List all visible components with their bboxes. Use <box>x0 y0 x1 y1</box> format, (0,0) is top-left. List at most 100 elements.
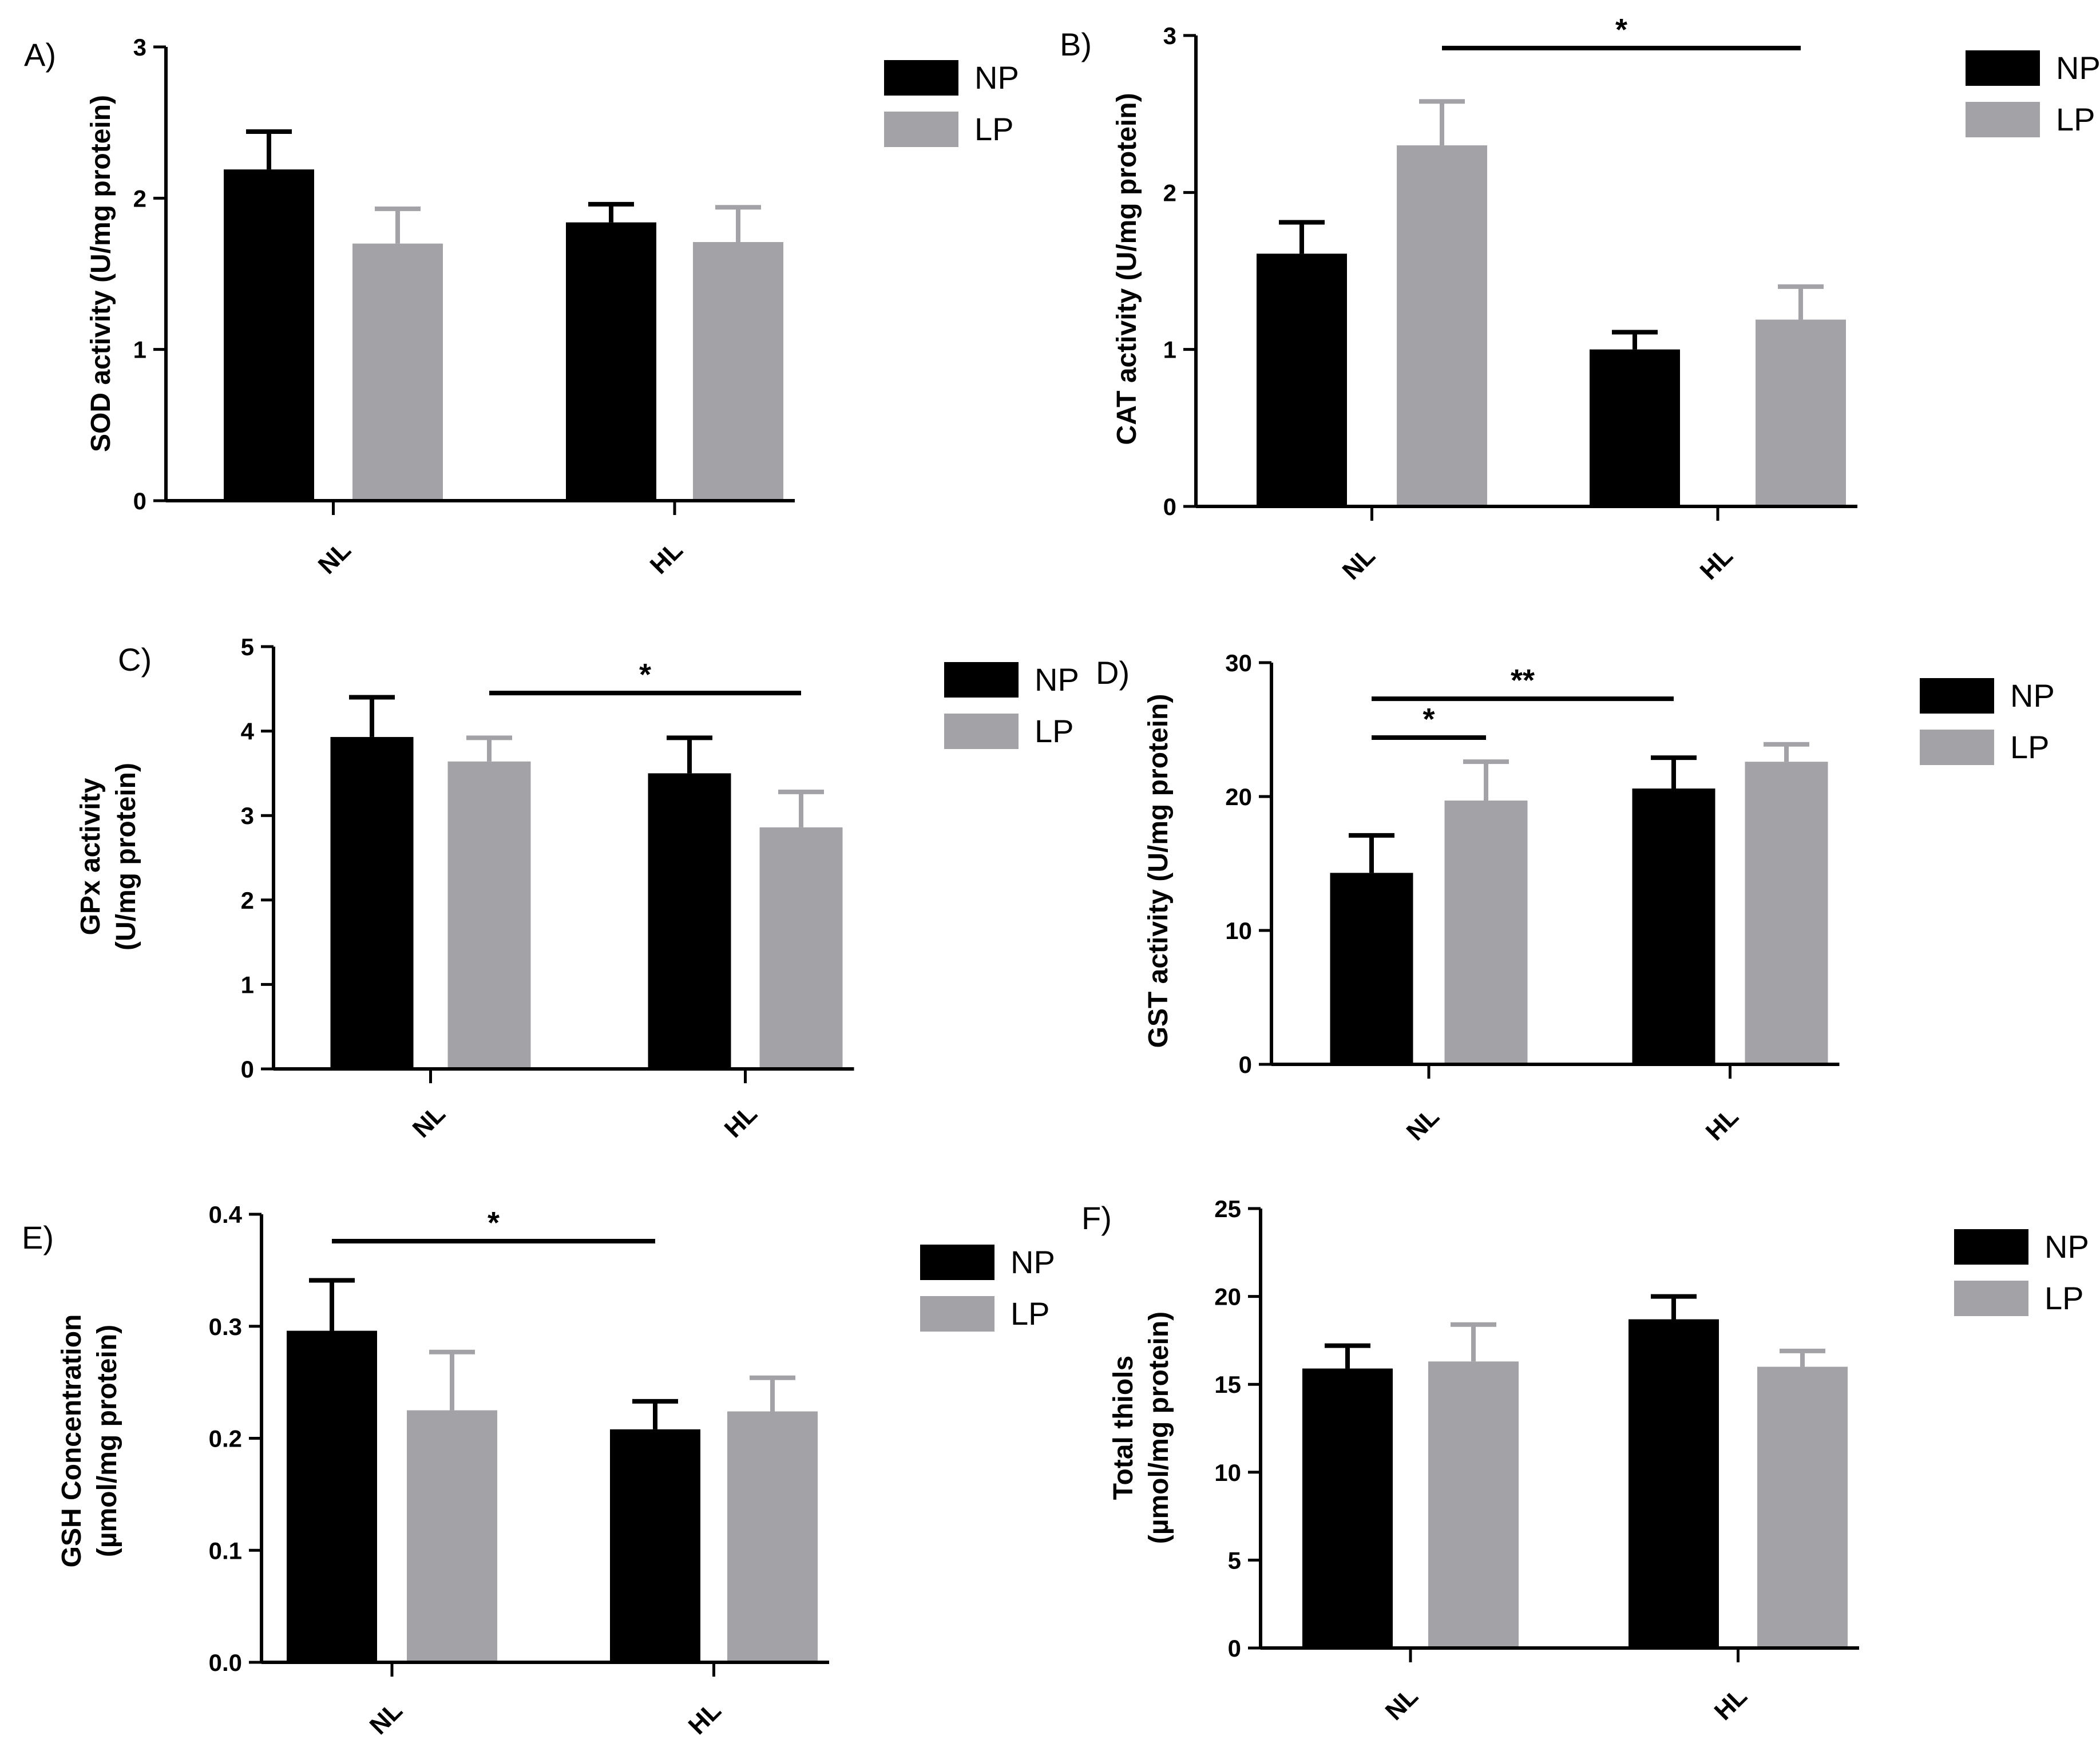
y-tick-label: 0.2 <box>209 1425 242 1452</box>
y-tick-label: 5 <box>1228 1547 1241 1574</box>
y-axis-label: (U/mg protein) <box>111 763 141 950</box>
y-axis-label: (µmol/mg protein) <box>1144 1312 1174 1544</box>
x-tick-label-hl: HL <box>719 1100 763 1143</box>
significance-marker: * <box>1423 702 1435 736</box>
y-tick-label: 3 <box>133 34 146 61</box>
legend-label-np: NP <box>1011 1244 1055 1280</box>
y-tick-label: 3 <box>1163 22 1176 49</box>
bar-lp-nl <box>352 243 443 501</box>
y-tick-label: 1 <box>1163 336 1176 363</box>
y-tick-label: 0 <box>241 1056 254 1083</box>
x-tick-label-nl: NL <box>313 536 356 580</box>
bar-lp-nl <box>447 761 531 1069</box>
y-tick-label: 25 <box>1214 1195 1241 1222</box>
x-tick-label-nl: NL <box>1401 1103 1445 1146</box>
bar-lp-hl <box>727 1411 818 1662</box>
bar-lp-nl <box>1444 801 1528 1064</box>
x-tick-label-hl: HL <box>683 1697 727 1740</box>
bar-lp-hl <box>1757 1366 1848 1648</box>
y-tick-label: 2 <box>133 185 146 212</box>
y-tick-label: 1 <box>133 336 146 363</box>
panel-a: A) NL HL 0 1 2 3 SOD activity (U/mg protein) NP L… <box>24 34 1019 580</box>
legend-swatch-lp <box>920 1296 994 1332</box>
bar-np-hl <box>1590 349 1680 506</box>
bar-np-hl <box>1632 788 1715 1064</box>
bar-np-nl <box>330 736 414 1069</box>
panel-e: E) NL HL 0.0 0.1 0.2 0.3 0.4 GSH Concentration (µ… <box>22 1201 1055 1740</box>
legend-swatch-np <box>1966 50 2040 86</box>
x-tick-label-nl: NL <box>364 1697 408 1740</box>
y-axis-label: GST activity (U/mg protein) <box>1143 694 1174 1048</box>
y-tick-label: 5 <box>241 633 254 660</box>
x-tick-label-nl: NL <box>407 1100 451 1143</box>
legend-label-lp: LP <box>2010 729 2050 765</box>
legend-swatch-lp <box>1920 730 1994 765</box>
legend-label-np: NP <box>974 60 1019 96</box>
legend-label-lp: LP <box>2056 101 2095 137</box>
legend-swatch-lp <box>884 112 958 147</box>
bar-np-hl <box>566 222 656 501</box>
panel-label: E) <box>22 1219 54 1255</box>
bar-np-hl <box>610 1429 700 1662</box>
y-axis-label: GPx activity <box>76 778 106 935</box>
y-tick-label: 10 <box>1214 1459 1241 1486</box>
legend-swatch-lp <box>1966 102 2040 137</box>
legend-swatch-np <box>1920 678 1994 714</box>
significance-marker: * <box>639 657 651 692</box>
bar-np-nl <box>287 1330 377 1662</box>
x-tick-label-hl: HL <box>1695 542 1738 585</box>
y-tick-label: 0.4 <box>209 1201 243 1228</box>
panel-c: C) NL HL 0 1 2 3 4 5 GPx activity (U/mg protein) * N… <box>76 633 1079 1143</box>
panel-label: C) <box>118 641 152 678</box>
bar-lp-nl <box>1428 1361 1519 1648</box>
y-tick-label: 1 <box>241 971 254 998</box>
x-tick-label-hl: HL <box>1709 1682 1753 1726</box>
panel-f: F) NL HL 0 5 10 15 20 25 Total thiols (µmol/mg pro… <box>1081 1195 2089 1726</box>
legend-swatch-lp <box>944 714 1019 749</box>
y-axis-label: CAT activity (U/mg protein) <box>1112 93 1142 445</box>
y-tick-label: 0.1 <box>209 1537 242 1564</box>
y-tick-label: 30 <box>1225 649 1252 676</box>
legend-label-lp: LP <box>1011 1296 1050 1332</box>
y-tick-label: 20 <box>1214 1284 1241 1310</box>
bar-np-hl <box>648 773 731 1069</box>
y-tick-label: 15 <box>1214 1371 1241 1398</box>
legend-label-lp: LP <box>974 111 1014 147</box>
bar-np-nl <box>1302 1368 1393 1648</box>
y-tick-label: 10 <box>1225 917 1252 944</box>
legend-label-np: NP <box>1035 661 1079 698</box>
y-tick-label: 2 <box>1163 179 1176 206</box>
panel-label: F) <box>1081 1200 1112 1236</box>
y-tick-label: 4 <box>241 718 255 745</box>
legend-swatch-np <box>920 1245 994 1280</box>
legend-swatch-np <box>884 60 958 96</box>
legend-label-lp: LP <box>1035 713 1074 749</box>
panel-d: D) NL HL 0 10 20 30 GST activity (U/mg protein)… <box>1096 649 2055 1146</box>
panel-label: A) <box>24 37 56 73</box>
x-tick-label-hl: HL <box>645 536 688 580</box>
legend-label-lp: LP <box>2044 1280 2084 1316</box>
y-tick-label: 0 <box>1239 1051 1252 1078</box>
significance-marker: ** <box>1511 663 1535 698</box>
y-tick-label: 2 <box>241 887 254 914</box>
y-axis-label: Total thiols <box>1108 1356 1139 1500</box>
legend-swatch-np <box>1954 1229 2028 1265</box>
bar-np-nl <box>1257 253 1347 506</box>
legend-swatch-np <box>944 662 1019 698</box>
y-tick-label: 0.0 <box>209 1649 242 1676</box>
bar-lp-hl <box>693 241 783 501</box>
bar-np-hl <box>1629 1319 1719 1648</box>
bar-lp-nl <box>407 1410 497 1662</box>
y-tick-label: 3 <box>241 802 254 829</box>
y-axis-label: (µmol/mg protein) <box>92 1325 122 1557</box>
legend-label-np: NP <box>2056 50 2100 86</box>
bar-np-nl <box>1330 873 1413 1064</box>
y-tick-label: 0 <box>133 488 146 514</box>
y-axis-label: SOD activity (U/mg protein) <box>86 95 116 452</box>
panel-label: D) <box>1096 655 1130 691</box>
y-tick-label: 20 <box>1225 783 1252 810</box>
bar-lp-hl <box>1756 319 1846 506</box>
y-tick-label: 0.3 <box>209 1313 242 1340</box>
y-tick-label: 0 <box>1163 493 1176 520</box>
legend-swatch-lp <box>1954 1281 2028 1316</box>
